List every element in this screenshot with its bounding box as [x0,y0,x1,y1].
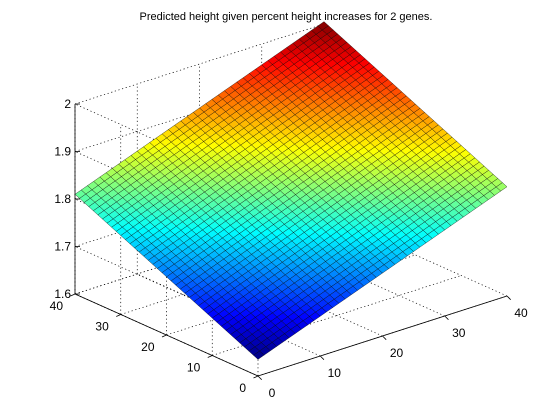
z-tick-label: 1.9 [54,145,71,159]
y-tick-mark [253,375,259,379]
y-tick-mark [161,334,167,338]
y-tick-mark [70,293,76,297]
x-tick-mark [382,335,387,340]
y-tick-label: 10 [187,361,201,375]
surface-mesh [74,21,508,360]
x-tick-label: 0 [269,386,276,400]
z-tick-label: 1.6 [54,287,71,301]
x-tick-mark [257,375,262,380]
y-tick-label: 20 [141,340,155,354]
x-tick-label: 10 [328,366,342,380]
x-tick-mark [319,355,325,360]
y-tick-mark [207,355,213,358]
x-tick-label: 40 [514,306,528,320]
z-tick-label: 1.8 [54,192,71,206]
surface-cell [495,182,508,192]
x-tick-label: 20 [390,346,404,360]
x-tick-mark [506,295,511,300]
y-tick-label: 0 [239,381,246,395]
y-tick-label: 30 [95,320,109,334]
x-tick-mark [444,315,449,320]
x-tick-label: 30 [452,326,466,340]
z-tick-label: 1.7 [54,240,71,254]
z-tick-label: 2 [64,97,71,111]
chart-title: Predicted height given percent height in… [140,11,433,23]
y-tick-label: 40 [50,299,64,313]
y-tick-mark [116,314,121,317]
